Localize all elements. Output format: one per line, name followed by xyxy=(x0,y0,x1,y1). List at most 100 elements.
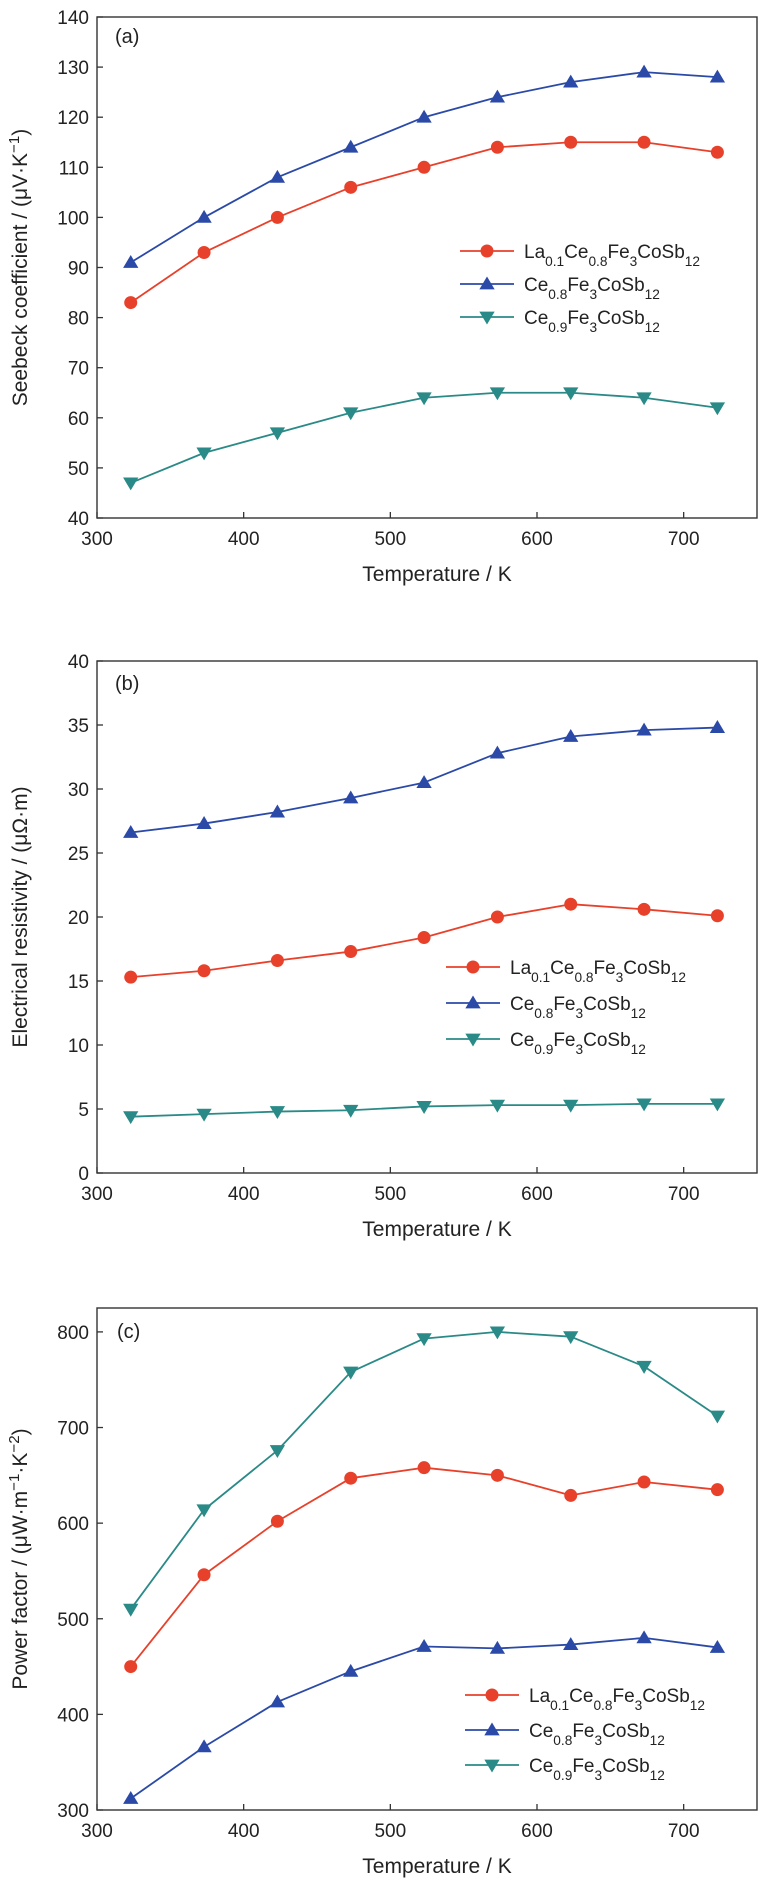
data-point-ce08 xyxy=(563,74,579,88)
x-tick-label: 500 xyxy=(374,1821,406,1842)
text-part: Fe xyxy=(567,275,589,296)
text-part: 0.9 xyxy=(534,1042,553,1057)
x-tick-label: 500 xyxy=(374,1184,406,1205)
data-point-ce09 xyxy=(636,392,652,406)
data-point-la_ce08 xyxy=(710,909,724,923)
data-point-ce08 xyxy=(563,1637,579,1650)
chart-panel-a: 300 400 500 600 700 40 50 60 70 80 90 100 110 120 130 1… xyxy=(6,8,758,586)
data-point-ce08 xyxy=(269,804,286,818)
text-part: −2 xyxy=(6,1435,23,1452)
data-point-la_ce08 xyxy=(564,1488,578,1502)
y-tick-label: 15 xyxy=(68,972,89,993)
legend-label: Ce0.9Fe3CoSb12 xyxy=(529,1756,665,1783)
data-point-ce09 xyxy=(563,387,579,401)
text-part: Ce xyxy=(529,1756,553,1777)
text-part: ·K xyxy=(9,1453,32,1474)
y-tick-label: 500 xyxy=(57,1610,89,1631)
text-part: ) xyxy=(9,1428,32,1435)
text-part: Fe xyxy=(553,994,575,1015)
text-part: 0.8 xyxy=(593,1698,612,1713)
x-axis-label: Temperature / K xyxy=(362,1218,511,1241)
data-point-ce08 xyxy=(123,1791,139,1804)
legend-marker xyxy=(466,960,480,974)
y-tick-label: 10 xyxy=(68,1036,89,1057)
data-point-la_ce08 xyxy=(490,910,504,924)
text-part: Ce xyxy=(550,958,574,979)
text-part: 12 xyxy=(690,1698,705,1713)
data-point-ce08 xyxy=(709,720,726,733)
data-point-ce08 xyxy=(489,1640,506,1654)
data-point-ce09 xyxy=(196,1108,212,1122)
text-part: CoSb xyxy=(623,958,671,979)
data-point-ce08 xyxy=(709,1639,726,1653)
x-tick-label: 300 xyxy=(81,1821,113,1842)
text-part: Ce xyxy=(569,1686,593,1707)
data-point-la_ce08 xyxy=(710,1483,724,1497)
data-point-la_ce08 xyxy=(490,140,504,154)
text-part: CoSb xyxy=(597,308,645,329)
text-part: 12 xyxy=(631,1006,646,1021)
text-part: Ce xyxy=(524,275,548,296)
text-part: 12 xyxy=(645,287,660,302)
text-part: 3 xyxy=(590,320,598,335)
text-part: 0.1 xyxy=(545,254,564,269)
data-point-ce08 xyxy=(269,1694,286,1708)
data-point-la_ce08 xyxy=(197,964,211,978)
y-tick-label: 120 xyxy=(57,108,89,129)
text-part: 0.8 xyxy=(588,254,607,269)
data-point-ce08 xyxy=(123,825,139,838)
data-point-ce09 xyxy=(709,1098,726,1112)
y-tick-label: 800 xyxy=(57,1323,89,1344)
data-point-ce08 xyxy=(563,729,579,742)
data-point-ce09 xyxy=(489,387,506,401)
y-tick-label: 110 xyxy=(59,158,89,179)
data-point-ce09 xyxy=(709,402,726,416)
y-tick-label: 25 xyxy=(68,844,89,865)
data-point-ce09 xyxy=(563,1331,579,1345)
data-point-ce08 xyxy=(636,1630,652,1644)
text-part: 3 xyxy=(630,254,638,269)
x-tick-label: 700 xyxy=(668,1184,700,1205)
text-part: 12 xyxy=(650,1768,665,1783)
plot-frame xyxy=(96,660,758,1174)
x-tick-label: 400 xyxy=(228,529,260,550)
legend-label: Ce0.8Fe3CoSb12 xyxy=(510,994,646,1021)
text-part: 12 xyxy=(645,320,660,335)
plot-frame xyxy=(96,1307,758,1811)
x-tick-label: 400 xyxy=(228,1184,260,1205)
y-tick-label: 20 xyxy=(68,908,89,929)
legend-marker xyxy=(465,1033,481,1047)
legend-label: Ce0.8Fe3CoSb12 xyxy=(524,275,660,302)
y-tick-label: 70 xyxy=(68,359,89,380)
data-point-la_ce08 xyxy=(344,1471,358,1485)
text-part: −1 xyxy=(6,1474,23,1491)
text-part: 3 xyxy=(576,1006,584,1021)
data-point-la_ce08 xyxy=(344,945,358,959)
data-point-ce09 xyxy=(636,1360,652,1374)
text-part: CoSb xyxy=(602,1756,650,1777)
text-part: Electrical resistivity / (μΩ·m) xyxy=(9,786,32,1047)
data-point-ce08 xyxy=(123,254,139,268)
y-tick-label: 400 xyxy=(57,1705,89,1726)
data-point-ce08 xyxy=(489,745,506,759)
text-part: 0.9 xyxy=(553,1768,572,1783)
data-point-la_ce08 xyxy=(124,1660,138,1674)
data-point-ce08 xyxy=(196,816,212,829)
data-point-la_ce08 xyxy=(637,902,651,916)
legend-marker xyxy=(465,995,481,1009)
data-point-ce08 xyxy=(343,1663,359,1677)
text-part: Power factor / (μW·m xyxy=(9,1491,32,1690)
data-point-la_ce08 xyxy=(197,245,211,259)
text-part: 12 xyxy=(685,254,700,269)
text-part: Fe xyxy=(612,1686,634,1707)
text-part: Ce xyxy=(564,242,588,263)
text-part: 12 xyxy=(671,970,686,985)
legend-label: Ce0.9Fe3CoSb12 xyxy=(510,1030,646,1057)
data-point-la_ce08 xyxy=(564,135,578,149)
legend-label: Ce0.8Fe3CoSb12 xyxy=(529,1721,665,1748)
x-axis-label: Temperature / K xyxy=(362,563,511,586)
data-point-ce08 xyxy=(636,64,652,78)
legend-marker xyxy=(485,1688,499,1702)
data-point-la_ce08 xyxy=(710,145,724,159)
y-tick-label: 60 xyxy=(68,409,89,430)
